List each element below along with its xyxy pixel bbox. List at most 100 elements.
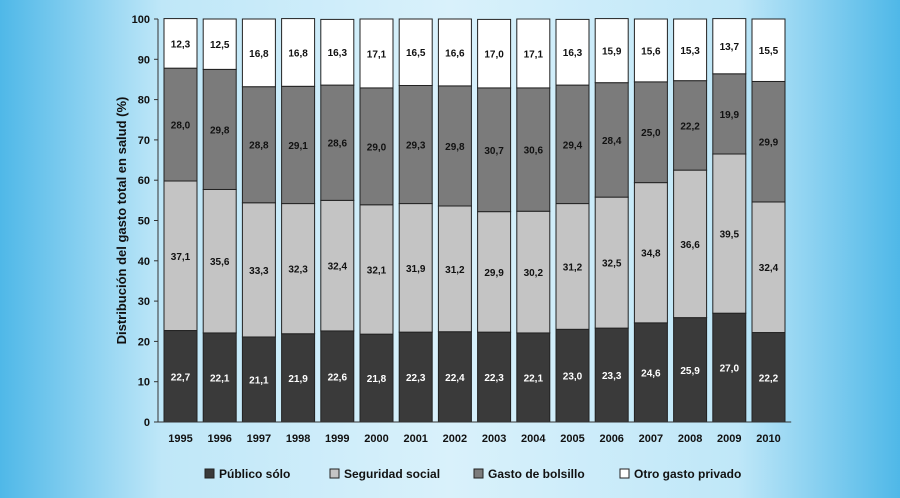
data-label: 22,4 [445,373,465,384]
data-label: 21,9 [288,374,308,385]
data-label: 15,9 [602,47,622,58]
x-tick-label: 1995 [168,433,192,445]
bar-segment [398,18,433,86]
x-tick-label: 2007 [639,433,663,445]
x-tick-label: 2009 [717,433,741,445]
data-label: 25,9 [680,366,700,377]
bar-segment [633,322,668,423]
bar-segment [555,328,590,423]
x-tick-label: 2001 [403,433,427,445]
bar-segment [437,18,472,87]
data-label: 22,7 [171,372,191,383]
data-label: 32,4 [328,262,348,273]
data-label: 37,1 [171,252,191,263]
bar-segment [594,327,629,423]
bar-segment [712,153,747,314]
y-tick-label: 90 [138,54,150,66]
x-tick-label: 1997 [247,433,271,445]
bar-segment [163,18,198,69]
bar-segment [437,205,472,333]
bar-segment [751,80,786,203]
data-label: 34,8 [641,249,661,260]
data-label: 31,2 [445,265,465,276]
data-label: 29,4 [563,140,583,151]
y-tick-label: 70 [138,135,150,147]
bar-segment [359,204,394,335]
bar-segment [163,330,198,423]
data-label: 32,4 [759,263,779,274]
bar-segment [320,330,355,423]
data-label: 33,3 [249,266,269,277]
bar-segment [516,87,551,212]
data-label: 17,1 [524,49,544,60]
data-label: 13,7 [720,42,740,53]
data-label: 21,1 [249,375,269,386]
bar-segment [751,332,786,423]
data-label: 25,0 [641,128,661,139]
bar-segment [712,312,747,423]
data-label: 32,3 [288,265,308,276]
data-label: 22,2 [680,121,700,132]
data-label: 22,2 [759,373,779,384]
bar-segment [398,203,433,333]
data-label: 16,5 [406,48,426,59]
data-label: 15,3 [680,46,700,57]
legend: Público sólo Seguridad social Gasto de bol… [204,467,741,481]
legend-swatch [204,468,215,479]
bar-segment [555,18,590,86]
data-label: 30,2 [524,268,544,279]
bar-segment [241,202,276,338]
bar-segment [594,82,629,198]
bar-segment [359,87,394,206]
bar-segment [673,169,708,319]
legend-swatch [619,468,630,479]
bar-segment [320,84,355,201]
data-label: 30,7 [484,146,504,157]
y-tick-label: 30 [138,296,150,308]
legend-label: Seguridad social [344,467,440,481]
x-tick-label: 2000 [364,433,388,445]
bar-segment [516,332,551,423]
data-label: 22,6 [328,372,348,383]
bar-segment [477,18,512,89]
data-label: 16,8 [288,48,308,59]
bar-segment [398,331,433,423]
data-label: 32,5 [602,259,622,270]
x-tick-label: 1998 [286,433,310,445]
bar-segment [241,86,276,204]
data-label: 29,0 [367,142,387,153]
bar-segment [477,211,512,333]
data-label: 29,8 [445,142,465,153]
bar-segment [202,188,237,334]
y-tick-label: 80 [138,95,150,107]
y-tick-label: 100 [132,14,150,26]
bar-segment [673,18,708,82]
data-label: 22,3 [484,373,504,384]
bar-segment [281,18,316,87]
data-label: 22,1 [524,373,544,384]
bar-segment [633,182,668,324]
x-axis: 1995 1996 1997 1998 1999 2000 2001 2002 2003 2004… [158,421,792,445]
data-label: 16,3 [563,48,583,59]
data-label: 16,8 [249,49,269,60]
bar-segment [398,84,433,205]
bar-segment [359,18,394,89]
data-label: 32,1 [367,265,387,276]
bars-group: 22,7 37,1 28,0 12,3 22,1 35,6 29,8 12,5 21,1 33,3… [163,18,786,423]
bar-segment [437,85,472,207]
legend-swatch [473,468,484,479]
x-tick-label: 2006 [599,433,623,445]
data-label: 31,9 [406,264,426,275]
data-label: 28,6 [328,139,348,150]
x-tick-label: 1999 [325,433,349,445]
bar-segment [594,196,629,329]
data-label: 16,6 [445,48,465,59]
x-tick-label: 2005 [560,433,584,445]
data-label: 39,5 [720,230,740,241]
bar-segment [712,18,747,75]
data-label: 29,8 [210,125,230,136]
bar-segment [202,18,237,70]
x-tick-label: 2008 [678,433,702,445]
bar-segment [241,18,276,88]
